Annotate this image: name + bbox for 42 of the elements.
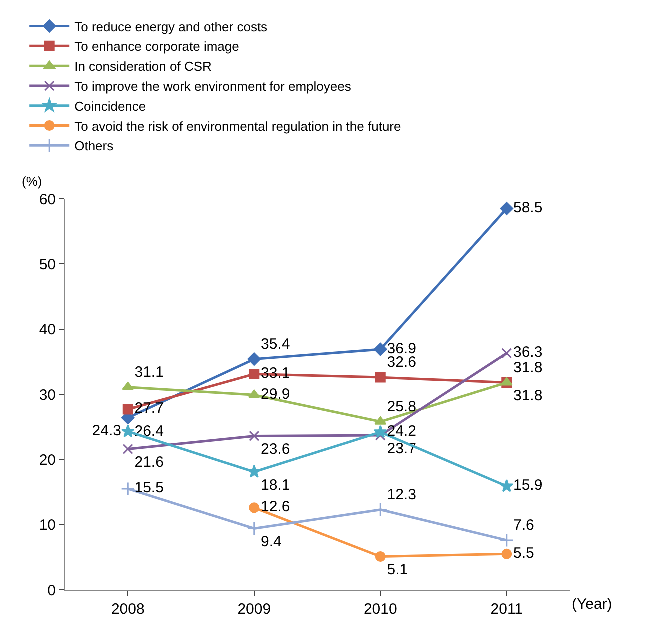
data-label: 25.8 — [387, 398, 416, 416]
data-label: 36.3 — [514, 344, 543, 362]
data-label: 23.7 — [387, 440, 416, 458]
data-label: 12.3 — [387, 486, 416, 504]
data-label: 23.6 — [261, 441, 290, 458]
legend-label: Others — [74, 138, 114, 154]
legend-label: To avoid the risk of environmental regulation in the future — [74, 118, 402, 134]
x-tick-label: 2009 — [238, 601, 272, 618]
y-tick-label: 0 — [48, 582, 56, 600]
data-label: 5.5 — [514, 544, 534, 562]
data-label: 31.8 — [514, 388, 543, 405]
legend-label: In consideration of CSR — [74, 59, 212, 74]
y-axis-title: (%) — [22, 174, 42, 189]
data-label: 31.8 — [514, 359, 543, 376]
data-label: 15.5 — [134, 480, 164, 497]
y-tick-label: 10 — [39, 517, 56, 534]
data-label: 21.6 — [134, 454, 164, 472]
data-label: 5.1 — [387, 562, 408, 579]
legend-label: To improve the work environment for employees — [74, 79, 352, 94]
x-tick-label: 2010 — [364, 601, 398, 618]
y-tick-label: 20 — [39, 452, 56, 469]
data-label: 29.9 — [261, 386, 290, 403]
y-tick-label: 60 — [39, 191, 56, 208]
data-label: 12.6 — [261, 498, 290, 516]
y-tick-label: 40 — [39, 322, 56, 339]
legend-label: To reduce energy and other costs — [74, 19, 268, 34]
data-label: 24.3 — [92, 422, 122, 440]
data-label: 35.4 — [261, 336, 290, 353]
data-label: 18.1 — [261, 476, 290, 494]
y-tick-label: 50 — [39, 256, 56, 274]
legend-label: Coincidence — [74, 98, 146, 114]
data-label: 9.4 — [261, 534, 282, 551]
y-tick-label: 30 — [39, 386, 56, 404]
x-axis-title: (Year) — [572, 596, 612, 613]
data-label: 24.2 — [387, 423, 416, 440]
data-label: 15.9 — [514, 477, 543, 494]
x-tick-label: 2008 — [111, 601, 145, 618]
data-label: 7.6 — [514, 517, 534, 534]
data-label: 31.1 — [134, 364, 164, 381]
data-label: 58.5 — [514, 200, 543, 217]
x-tick-label: 2011 — [490, 601, 524, 618]
legend-label: To enhance corporate image — [74, 39, 240, 54]
